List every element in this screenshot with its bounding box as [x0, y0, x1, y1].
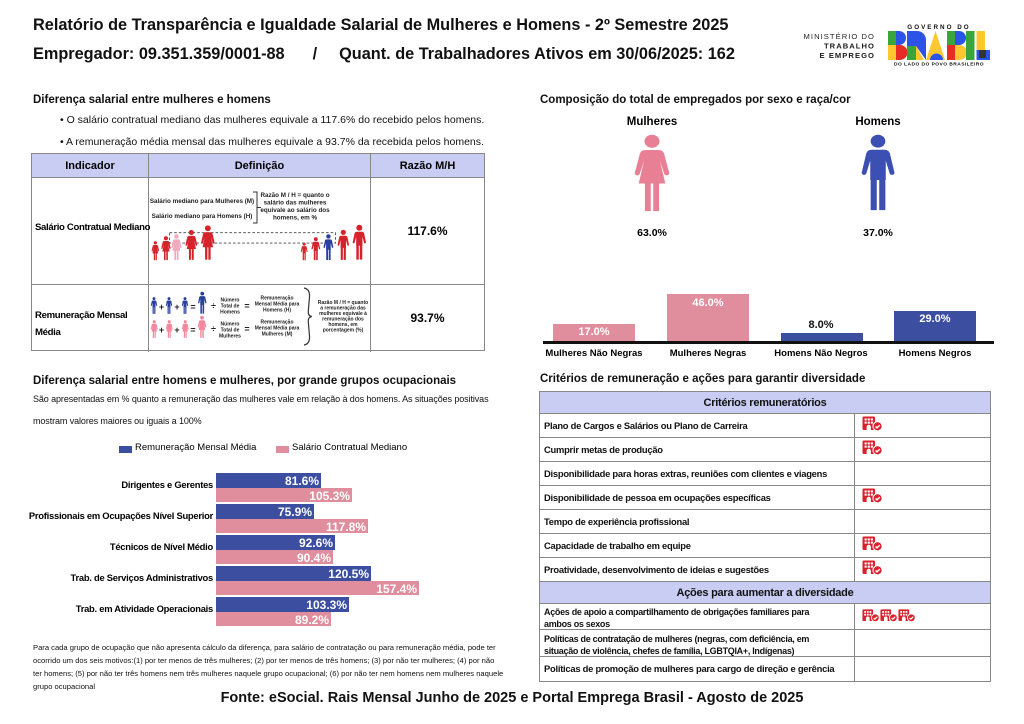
svg-text:TRABALHO: TRABALHO [824, 42, 875, 51]
svg-text:Remuneração: Remuneração [260, 320, 293, 326]
svg-text:Total de: Total de [221, 304, 240, 310]
svg-text:remuneração dos: remuneração dos [322, 317, 364, 323]
svg-text:equivale ao salário dos: equivale ao salário dos [260, 207, 330, 214]
svg-text:÷: ÷ [211, 324, 216, 334]
svg-text:+: + [159, 325, 164, 335]
svg-text:DO LADO DO POVO BRASILEIRO: DO LADO DO POVO BRASILEIRO [894, 62, 984, 68]
svg-text:Salário mediano para Homens (H: Salário mediano para Homens (H) [152, 213, 253, 220]
svg-text:Número: Número [221, 298, 240, 304]
svg-text:+: + [159, 302, 164, 312]
svg-text:=: = [190, 302, 195, 312]
svg-text:=: = [190, 325, 195, 335]
svg-text:GOVERNO DO: GOVERNO DO [907, 24, 970, 31]
svg-text:Homens (H): Homens (H) [263, 308, 291, 314]
svg-text:Mulheres: Mulheres [219, 334, 241, 340]
svg-text:Mensal Média para: Mensal Média para [255, 302, 300, 308]
svg-text:Mensal Média para: Mensal Média para [255, 326, 300, 332]
svg-text:Mulheres (M): Mulheres (M) [262, 332, 293, 338]
svg-text:E EMPREGO: E EMPREGO [820, 51, 875, 60]
svg-text:Salário mediano para Mulheres: Salário mediano para Mulheres (M) [150, 198, 254, 205]
svg-text:+: + [174, 325, 179, 335]
svg-text:=: = [244, 301, 249, 311]
svg-text:Total de: Total de [221, 328, 240, 334]
svg-text:=: = [244, 324, 249, 334]
svg-text:Razão M / H = quanto o: Razão M / H = quanto o [260, 192, 329, 199]
svg-text:Homens: Homens [220, 310, 240, 316]
svg-text:+: + [174, 302, 179, 312]
svg-text:Remuneração: Remuneração [260, 296, 293, 302]
svg-text:salário das mulheres: salário das mulheres [264, 200, 327, 207]
svg-text:÷: ÷ [211, 301, 216, 311]
svg-text:homens, em: homens, em [328, 322, 358, 328]
svg-text:mulheres equivale à: mulheres equivale à [319, 311, 367, 317]
svg-text:homens, em %: homens, em % [273, 215, 317, 222]
svg-text:a remuneração das: a remuneração das [320, 306, 366, 312]
svg-text:Razão M / H = quanto: Razão M / H = quanto [318, 300, 368, 306]
svg-text:Número: Número [221, 322, 240, 328]
svg-text:porcentagem (%): porcentagem (%) [323, 328, 364, 334]
svg-text:MINISTÉRIO DO: MINISTÉRIO DO [804, 32, 875, 41]
